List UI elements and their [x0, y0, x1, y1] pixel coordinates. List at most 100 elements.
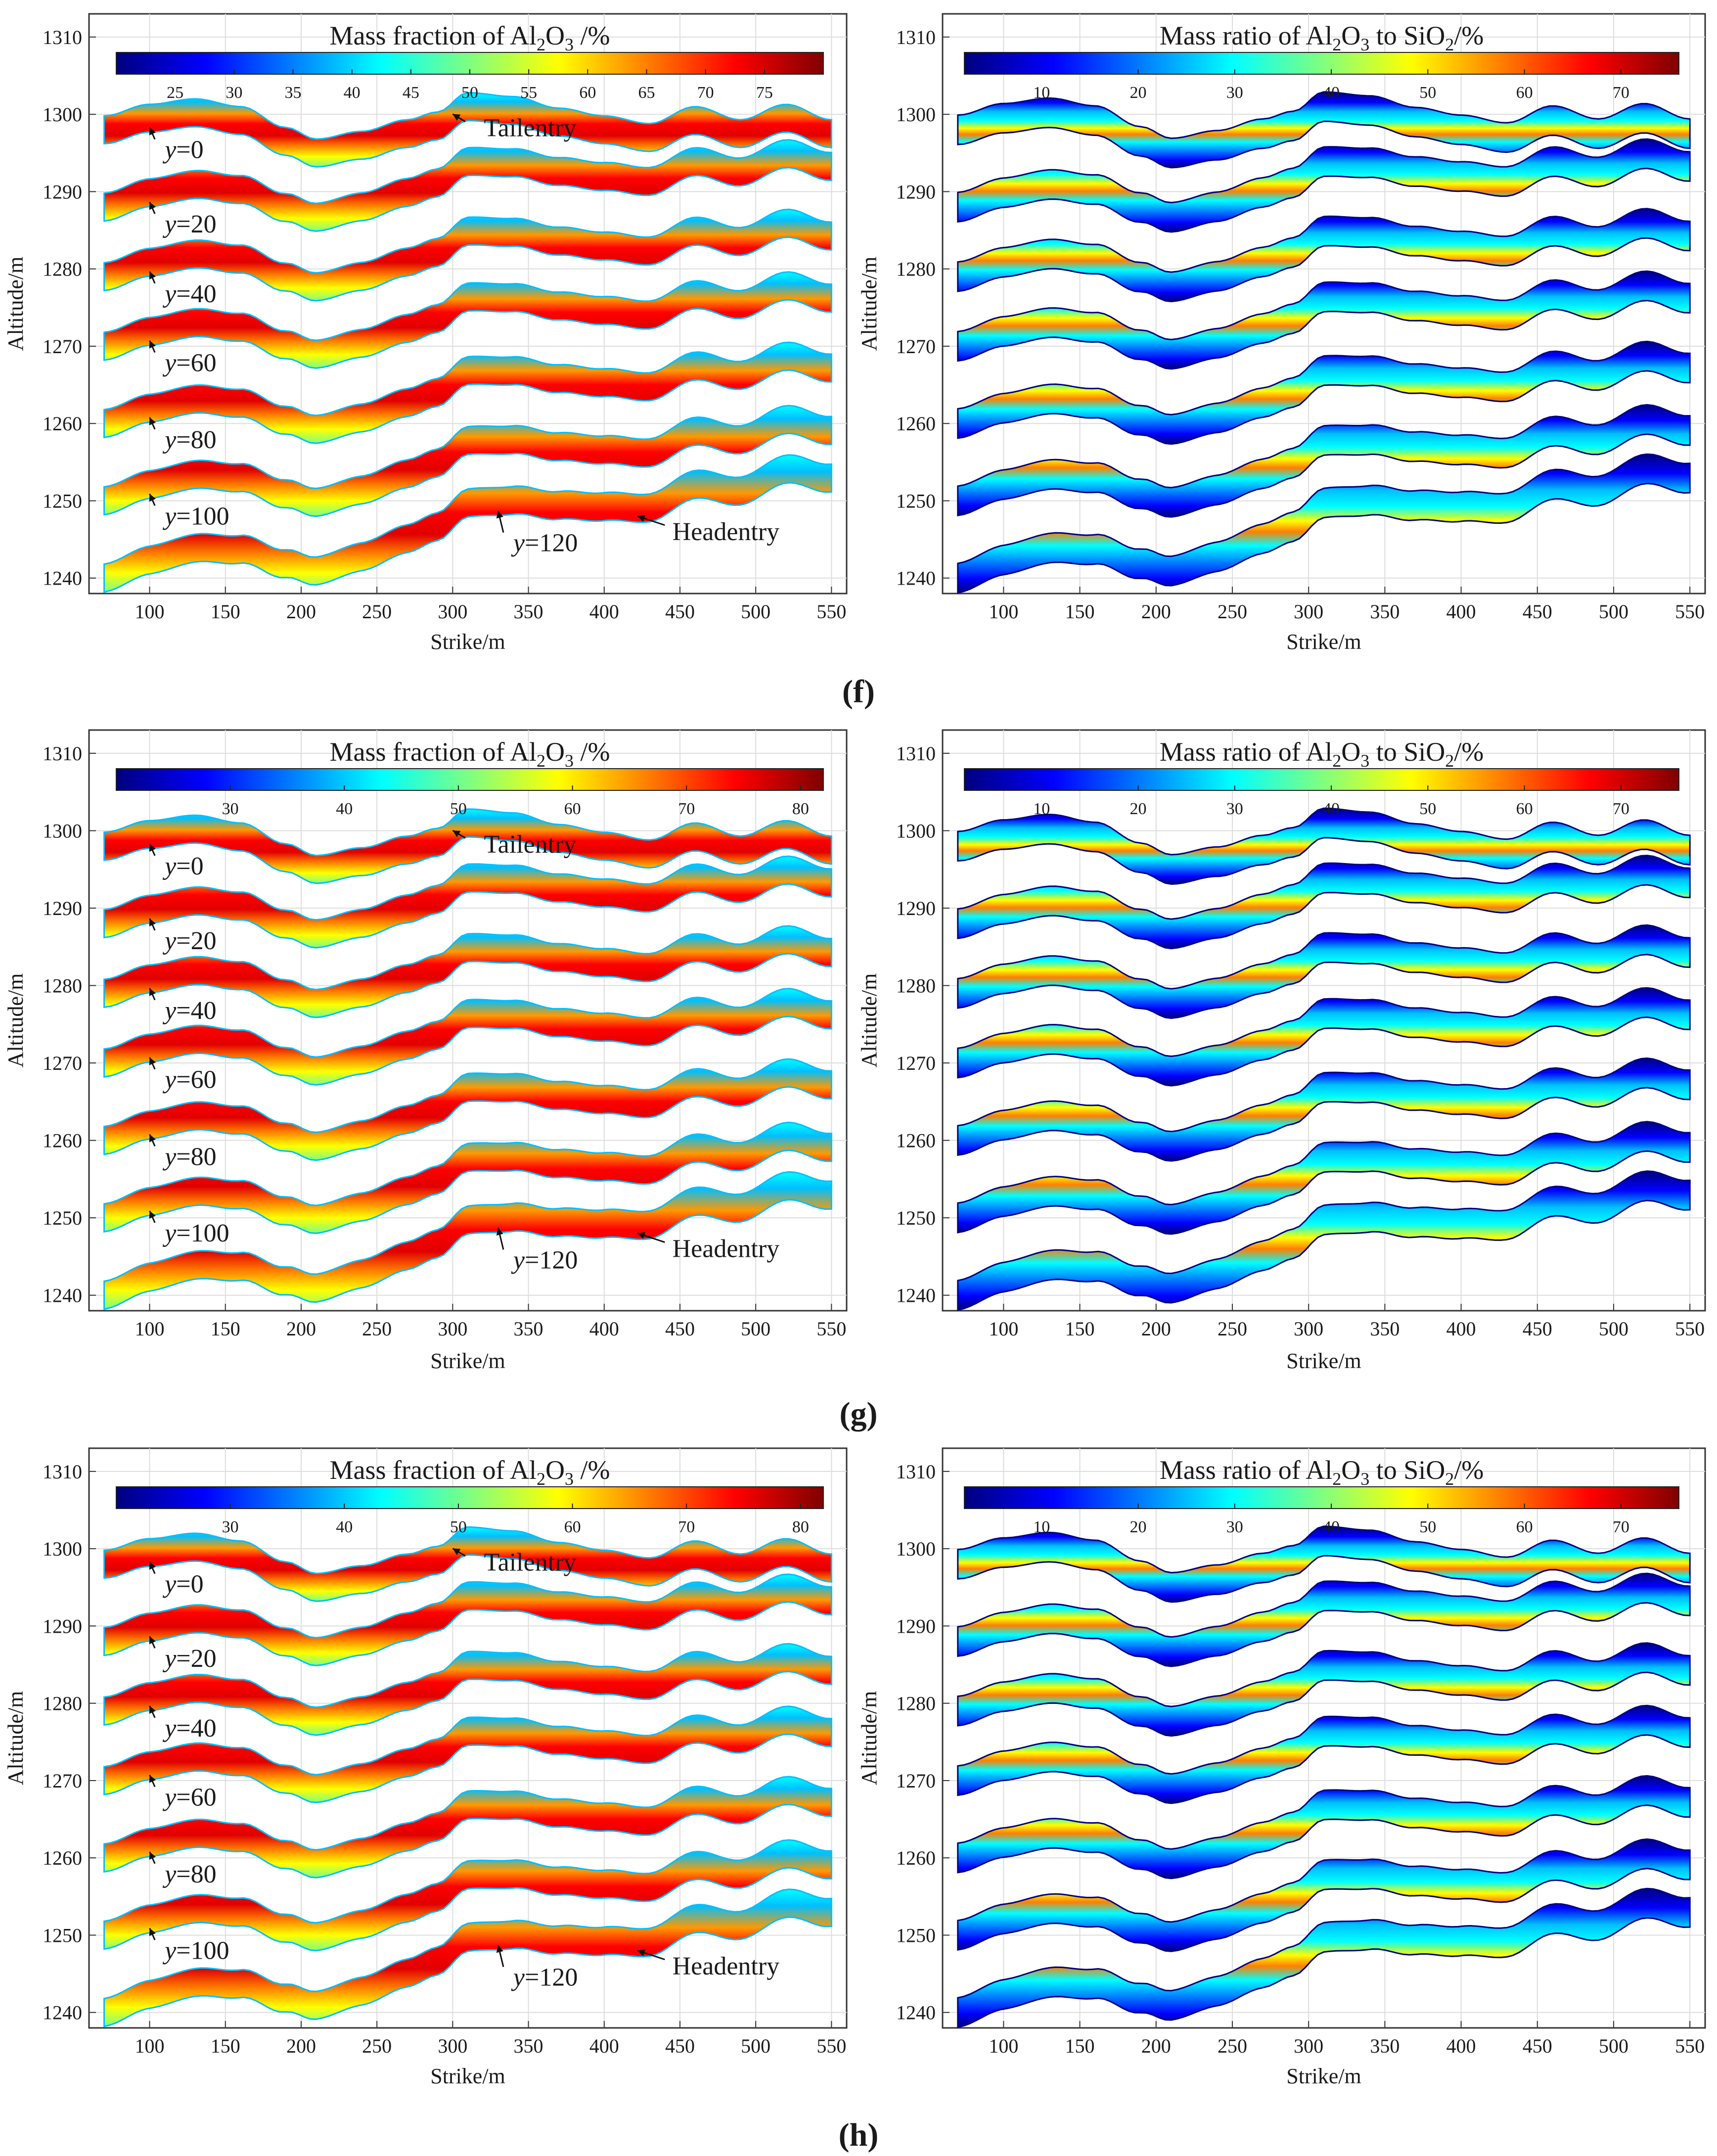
- colorbar-tick-label: 60: [564, 800, 581, 818]
- y-tick-label: 1250: [43, 1207, 82, 1229]
- colorbar-tick-label: 30: [1226, 800, 1243, 818]
- colorbar-tick-label: 60: [564, 1518, 581, 1536]
- colorbar: [964, 768, 1679, 791]
- colorbar-tick-label: 60: [1516, 800, 1533, 818]
- y-axis-label: Altitude/m: [857, 257, 881, 351]
- seam-band-2: [957, 924, 1691, 1019]
- x-axis-label: Strike/m: [1286, 1349, 1361, 1373]
- band-label-1-arrowhead: [149, 1636, 156, 1645]
- seam-band-3: [103, 988, 832, 1086]
- band-label: y=100: [162, 1936, 229, 1965]
- x-axis-label: Strike/m: [430, 1349, 505, 1373]
- colorbar-tick-label: 70: [697, 84, 714, 102]
- colorbar-tick-label: 50: [1419, 84, 1436, 102]
- seam-band-0: [103, 1526, 832, 1602]
- y-tick-label: 1290: [43, 181, 82, 203]
- x-tick-label: 350: [514, 1318, 543, 1340]
- colorbar-title: Mass fraction of Al2O3 /%: [330, 1455, 610, 1489]
- band-label: y=0: [162, 852, 203, 880]
- y-tick-label: 1240: [43, 1284, 82, 1307]
- colorbar-tick-label: 40: [336, 1518, 353, 1536]
- colorbar: [116, 1486, 824, 1509]
- seam-band-2: [103, 208, 832, 302]
- x-tick-label: 250: [1218, 600, 1247, 623]
- x-tick-label: 250: [1218, 2035, 1247, 2057]
- band-label: y=20: [162, 1645, 216, 1673]
- tailentry-label: Tailentry: [484, 1549, 577, 1577]
- y-tick-label: 1260: [43, 1130, 82, 1152]
- x-tick-label: 450: [1523, 2035, 1552, 2057]
- colorbar-title: Mass fraction of Al2O3 /%: [330, 737, 610, 771]
- x-tick-label: 250: [362, 600, 392, 623]
- colorbar-tick-label: 30: [226, 84, 242, 102]
- colorbar: [964, 52, 1679, 75]
- x-tick-label: 200: [1141, 600, 1171, 623]
- x-tick-label: 200: [286, 2035, 316, 2057]
- x-tick-label: 450: [1523, 600, 1552, 623]
- seam-band-5: [957, 404, 1691, 518]
- panel-label-f: (f): [842, 674, 875, 710]
- colorbar-tick-label: 75: [756, 84, 773, 102]
- x-tick-label: 550: [1675, 600, 1705, 623]
- x-tick-label: 150: [211, 1318, 240, 1340]
- x-tick-label: 500: [741, 600, 770, 623]
- y-tick-label: 1300: [896, 1538, 936, 1560]
- seam-band-3: [103, 271, 832, 369]
- y-tick-label: 1260: [43, 413, 82, 435]
- band-label: y=60: [162, 1784, 216, 1812]
- band-label: y=80: [162, 1143, 216, 1171]
- colorbar-tick-label: 50: [450, 1518, 467, 1536]
- x-axis-label: Strike/m: [430, 630, 505, 654]
- seam-band-1: [103, 855, 832, 949]
- colorbar-tick-label: 70: [678, 1518, 695, 1536]
- colorbar-title: Mass ratio of Al2O3 to SiO2/%: [1160, 21, 1484, 54]
- seam-band-6: [957, 1887, 1691, 2028]
- band-label-0-arrowhead: [149, 127, 156, 136]
- band-label: y=40: [162, 1714, 216, 1743]
- seam-band-0: [103, 92, 832, 168]
- x-tick-label: 500: [1599, 1318, 1628, 1340]
- x-tick-label: 250: [1218, 1318, 1247, 1340]
- y-tick-label: 1310: [896, 26, 936, 48]
- x-tick-label: 250: [362, 2035, 392, 2057]
- band-label-2-arrowhead: [149, 271, 156, 279]
- tailentry-arrowhead: [452, 114, 461, 121]
- colorbar-tick-label: 10: [1033, 1518, 1050, 1536]
- band-label: y=100: [162, 502, 229, 530]
- y-tick-label: 1260: [896, 1847, 936, 1869]
- y-tick-label: 1290: [43, 1615, 82, 1637]
- band-label: y=120: [511, 529, 578, 557]
- x-tick-label: 150: [1065, 1318, 1095, 1340]
- band-label-0-arrowhead: [149, 1561, 156, 1570]
- x-tick-label: 550: [1675, 1318, 1705, 1340]
- band-label: y=120: [511, 1246, 578, 1274]
- x-tick-label: 500: [741, 1318, 770, 1340]
- y-tick-label: 1260: [43, 1847, 82, 1869]
- y-tick-label: 1280: [896, 258, 936, 280]
- y-tick-label: 1290: [896, 897, 936, 919]
- y-tick-label: 1240: [896, 2002, 936, 2024]
- colorbar-tick-label: 50: [1419, 1518, 1436, 1536]
- y-tick-label: 1290: [896, 181, 936, 203]
- chart-panel-g-right: 100 150 200 250 300 350 400 450 500 550 1240 1250 12…: [857, 729, 1706, 1373]
- x-tick-label: 100: [135, 1318, 165, 1340]
- y-tick-label: 1280: [43, 1693, 82, 1715]
- chart-panel-f-right: 100 150 200 250 300 350 400 450 500 550 1240 1250 12…: [857, 13, 1706, 654]
- colorbar-tick-label: 80: [792, 1518, 809, 1536]
- seam-band-3: [103, 1705, 832, 1803]
- x-tick-label: 400: [589, 600, 619, 623]
- colorbar-tick-label: 60: [1516, 84, 1533, 102]
- y-tick-label: 1240: [896, 567, 936, 590]
- x-tick-label: 200: [286, 600, 316, 623]
- band-label-4-arrowhead: [149, 1134, 156, 1143]
- seam-band-6: [957, 1170, 1691, 1311]
- band-label-3-arrowhead: [149, 1775, 156, 1783]
- band-label-1-arrowhead: [149, 918, 156, 926]
- tailentry-arrowhead: [452, 1548, 461, 1556]
- colorbar: [116, 768, 824, 791]
- band-label-2-arrowhead: [149, 988, 156, 996]
- x-tick-label: 150: [211, 2035, 240, 2057]
- colorbar-tick-label: 50: [461, 84, 478, 102]
- seam-band-3: [957, 270, 1691, 370]
- x-tick-label: 550: [1675, 2035, 1705, 2057]
